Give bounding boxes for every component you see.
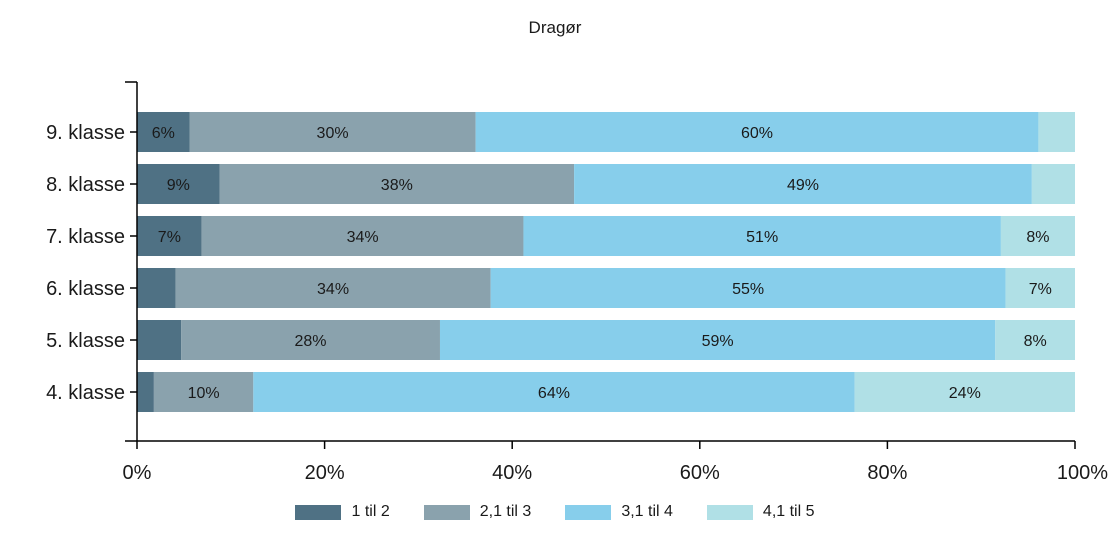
x-tick-label: 0% xyxy=(123,462,152,484)
bars-group: 6% 30% 60% 9% 38% 49% 7% 34% 51% 8% 34% 55% 7% 28% 59%… xyxy=(137,112,1075,412)
bar-segment xyxy=(175,268,491,308)
bar-segment xyxy=(137,164,220,204)
x-tick-label: 100% xyxy=(1057,462,1108,484)
bar-segment xyxy=(1005,268,1075,308)
bar-data-label: 28% xyxy=(295,333,327,350)
bar-segment xyxy=(574,164,1032,204)
x-tick-label: 20% xyxy=(305,462,345,484)
legend-item: 3,1 til 4 xyxy=(565,503,673,521)
legend-swatch xyxy=(706,504,753,520)
bar-data-label: 55% xyxy=(732,281,764,298)
category-label: 9. klasse xyxy=(46,122,125,144)
legend-swatch xyxy=(565,504,612,520)
bar-segment xyxy=(523,216,1001,256)
bar-data-label: 10% xyxy=(188,385,220,402)
category-label: 8. klasse xyxy=(46,174,125,196)
bar-data-label: 49% xyxy=(787,177,819,194)
bar-segment xyxy=(439,320,996,360)
bar-segment xyxy=(1038,112,1075,152)
legend: 1 til 2 2,1 til 3 3,1 til 4 4,1 til 5 xyxy=(0,503,1110,521)
legend-label: 4,1 til 5 xyxy=(762,503,815,520)
legend-label: 3,1 til 4 xyxy=(621,503,673,520)
axes-group: 9. klasse 8. klasse 7. klasse 6. klasse 5. k… xyxy=(46,81,1108,484)
bar-segment xyxy=(189,112,476,152)
bar-data-label: 64% xyxy=(538,385,570,402)
legend-swatch xyxy=(295,504,342,520)
bar-segment xyxy=(490,268,1006,308)
bar-data-label: 6% xyxy=(152,125,175,142)
bar-segment xyxy=(153,372,254,412)
bar-data-label: 38% xyxy=(381,177,413,194)
bar-segment xyxy=(475,112,1039,152)
legend-item: 1 til 2 xyxy=(295,503,390,521)
bar-data-label: 24% xyxy=(949,385,981,402)
bar-data-label: 30% xyxy=(317,125,349,142)
legend-swatch xyxy=(423,504,470,520)
bar-segment xyxy=(1031,164,1075,204)
bar-segment xyxy=(137,112,190,152)
bar-data-label: 8% xyxy=(1026,229,1049,246)
bar-segment xyxy=(137,268,176,308)
bar-segment xyxy=(219,164,575,204)
bar-segment xyxy=(181,320,440,360)
stacked-bar-chart: 6% 30% 60% 9% 38% 49% 7% 34% 51% 8% 34% 55% 7% 28% 59%… xyxy=(46,81,1108,484)
bar-segment xyxy=(1000,216,1075,256)
bar-data-label: 7% xyxy=(158,229,181,246)
x-tick-label: 60% xyxy=(680,462,720,484)
chart-title: Dragør xyxy=(528,18,582,37)
category-label: 5. klasse xyxy=(46,330,125,352)
bar-segment xyxy=(137,320,182,360)
legend-item: 4,1 til 5 xyxy=(706,503,815,521)
bar-data-label: 34% xyxy=(317,281,349,298)
legend-item: 2,1 til 3 xyxy=(423,503,532,521)
bar-data-label: 34% xyxy=(347,229,379,246)
category-label: 6. klasse xyxy=(46,278,125,300)
bar-data-label: 60% xyxy=(741,125,773,142)
bar-data-label: 9% xyxy=(167,177,190,194)
bar-segment xyxy=(995,320,1075,360)
bar-data-label: 8% xyxy=(1024,333,1047,350)
bar-segment xyxy=(253,372,855,412)
bar-segment xyxy=(137,216,202,256)
bar-data-label: 7% xyxy=(1029,281,1052,298)
x-tick-label: 40% xyxy=(492,462,532,484)
x-tick-label: 80% xyxy=(867,462,907,484)
bar-segment xyxy=(854,372,1075,412)
legend-label: 2,1 til 3 xyxy=(479,503,532,520)
bar-segment xyxy=(201,216,524,256)
bar-data-label: 51% xyxy=(746,229,778,246)
bar-data-label: 59% xyxy=(702,333,734,350)
legend-label: 1 til 2 xyxy=(351,503,390,520)
bar-segment xyxy=(137,372,154,412)
category-label: 4. klasse xyxy=(46,382,125,404)
category-label: 7. klasse xyxy=(46,226,125,248)
